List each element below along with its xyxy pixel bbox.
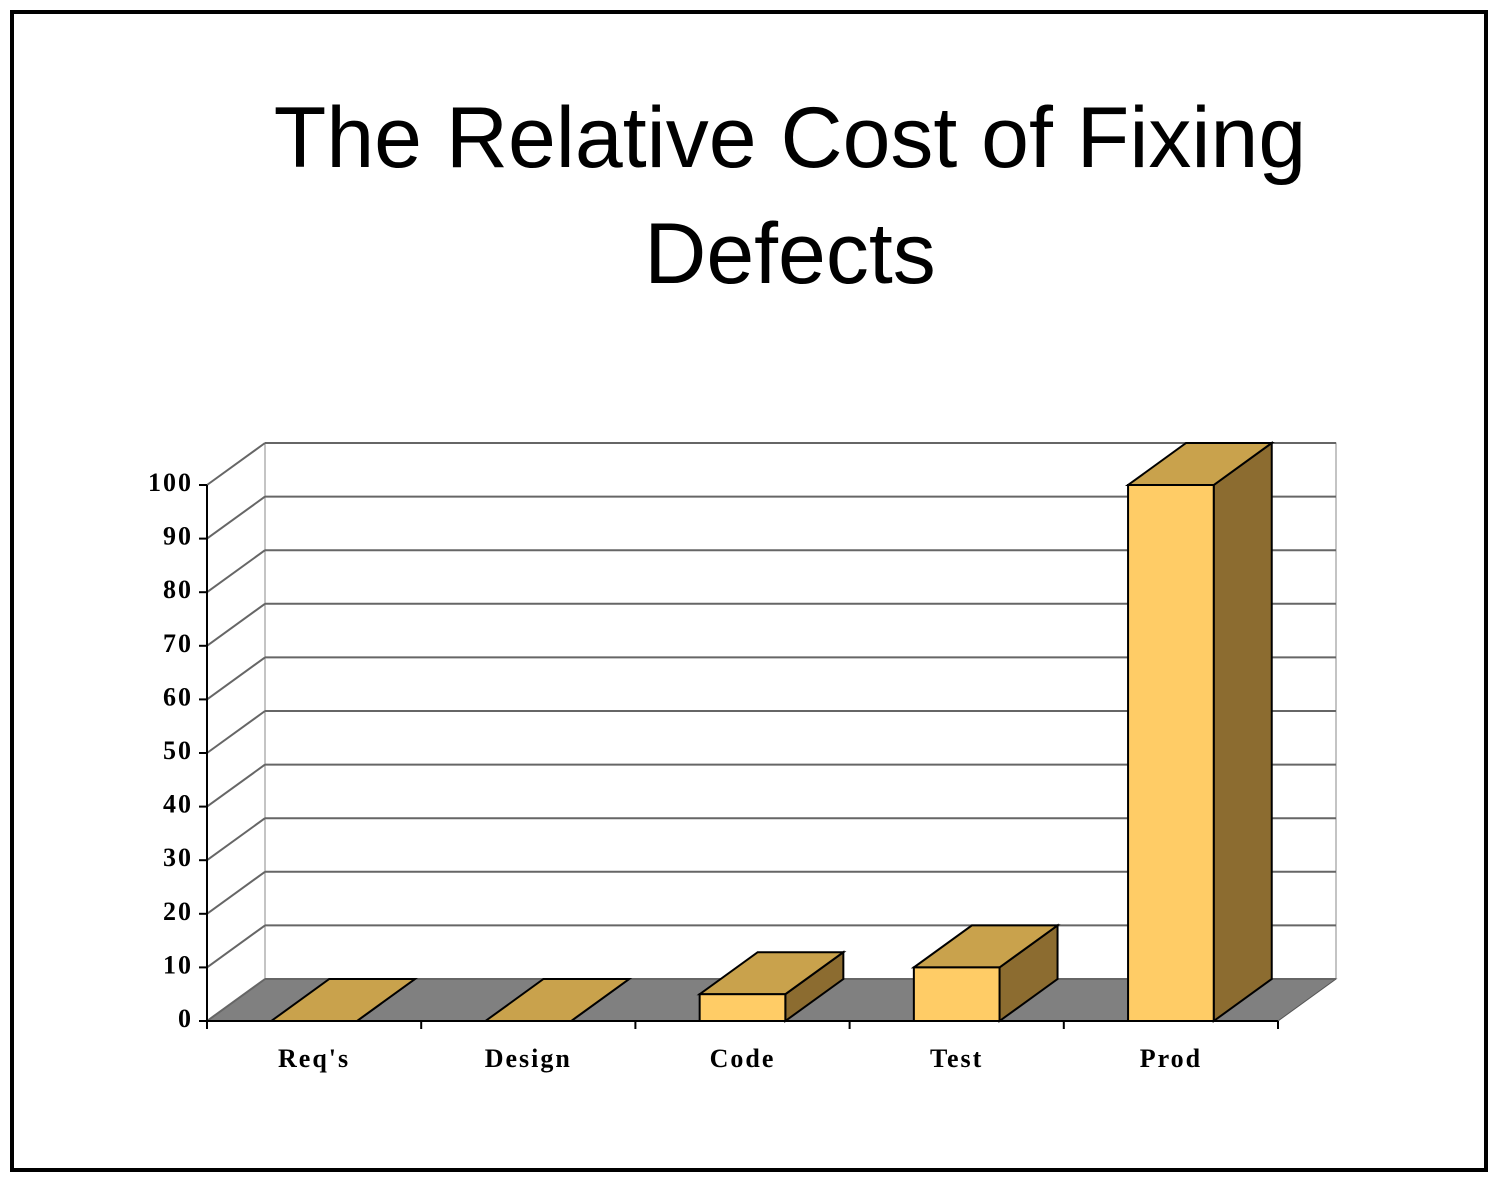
- y-tick-label: 80: [163, 575, 193, 604]
- y-tick-label: 60: [163, 682, 193, 711]
- y-tick-label: 30: [163, 843, 193, 872]
- y-tick-label: 70: [163, 629, 193, 658]
- grid-line: [206, 978, 266, 1022]
- bar: [1127, 484, 1215, 1022]
- grid-line: [206, 817, 266, 862]
- y-tick-label: 100: [148, 468, 193, 497]
- x-tick-label: Design: [485, 1044, 572, 1073]
- chart-title: The Relative Cost of Fixing Defects: [273, 90, 1307, 302]
- y-tick-label: 40: [163, 790, 193, 819]
- grid-line: [206, 710, 266, 754]
- grid-line: [206, 602, 266, 647]
- grid-line: [206, 870, 266, 915]
- x-tick-label: Req's: [278, 1044, 350, 1073]
- y-tick-label: 90: [163, 522, 193, 551]
- y-tick-label: 20: [163, 897, 193, 926]
- bar: [912, 966, 1001, 1023]
- grid-line: [206, 495, 266, 540]
- grid-line: [206, 549, 266, 594]
- grid-line: [206, 763, 266, 808]
- y-tick-label: 50: [163, 736, 193, 765]
- bar: [698, 993, 787, 1023]
- x-tick-label: Test: [930, 1044, 983, 1073]
- x-tick-label: Code: [710, 1044, 776, 1073]
- bar-top: [482, 978, 633, 1022]
- bar-top: [268, 978, 419, 1022]
- bar-side: [1212, 441, 1273, 1023]
- grid-line: [206, 924, 266, 969]
- x-tick-label: Prod: [1140, 1044, 1202, 1073]
- y-tick-label: 0: [178, 1004, 193, 1033]
- grid-line: [206, 442, 266, 486]
- grid-line: [206, 656, 266, 701]
- frame: [10, 10, 1488, 1172]
- y-tick-label: 10: [163, 950, 193, 979]
